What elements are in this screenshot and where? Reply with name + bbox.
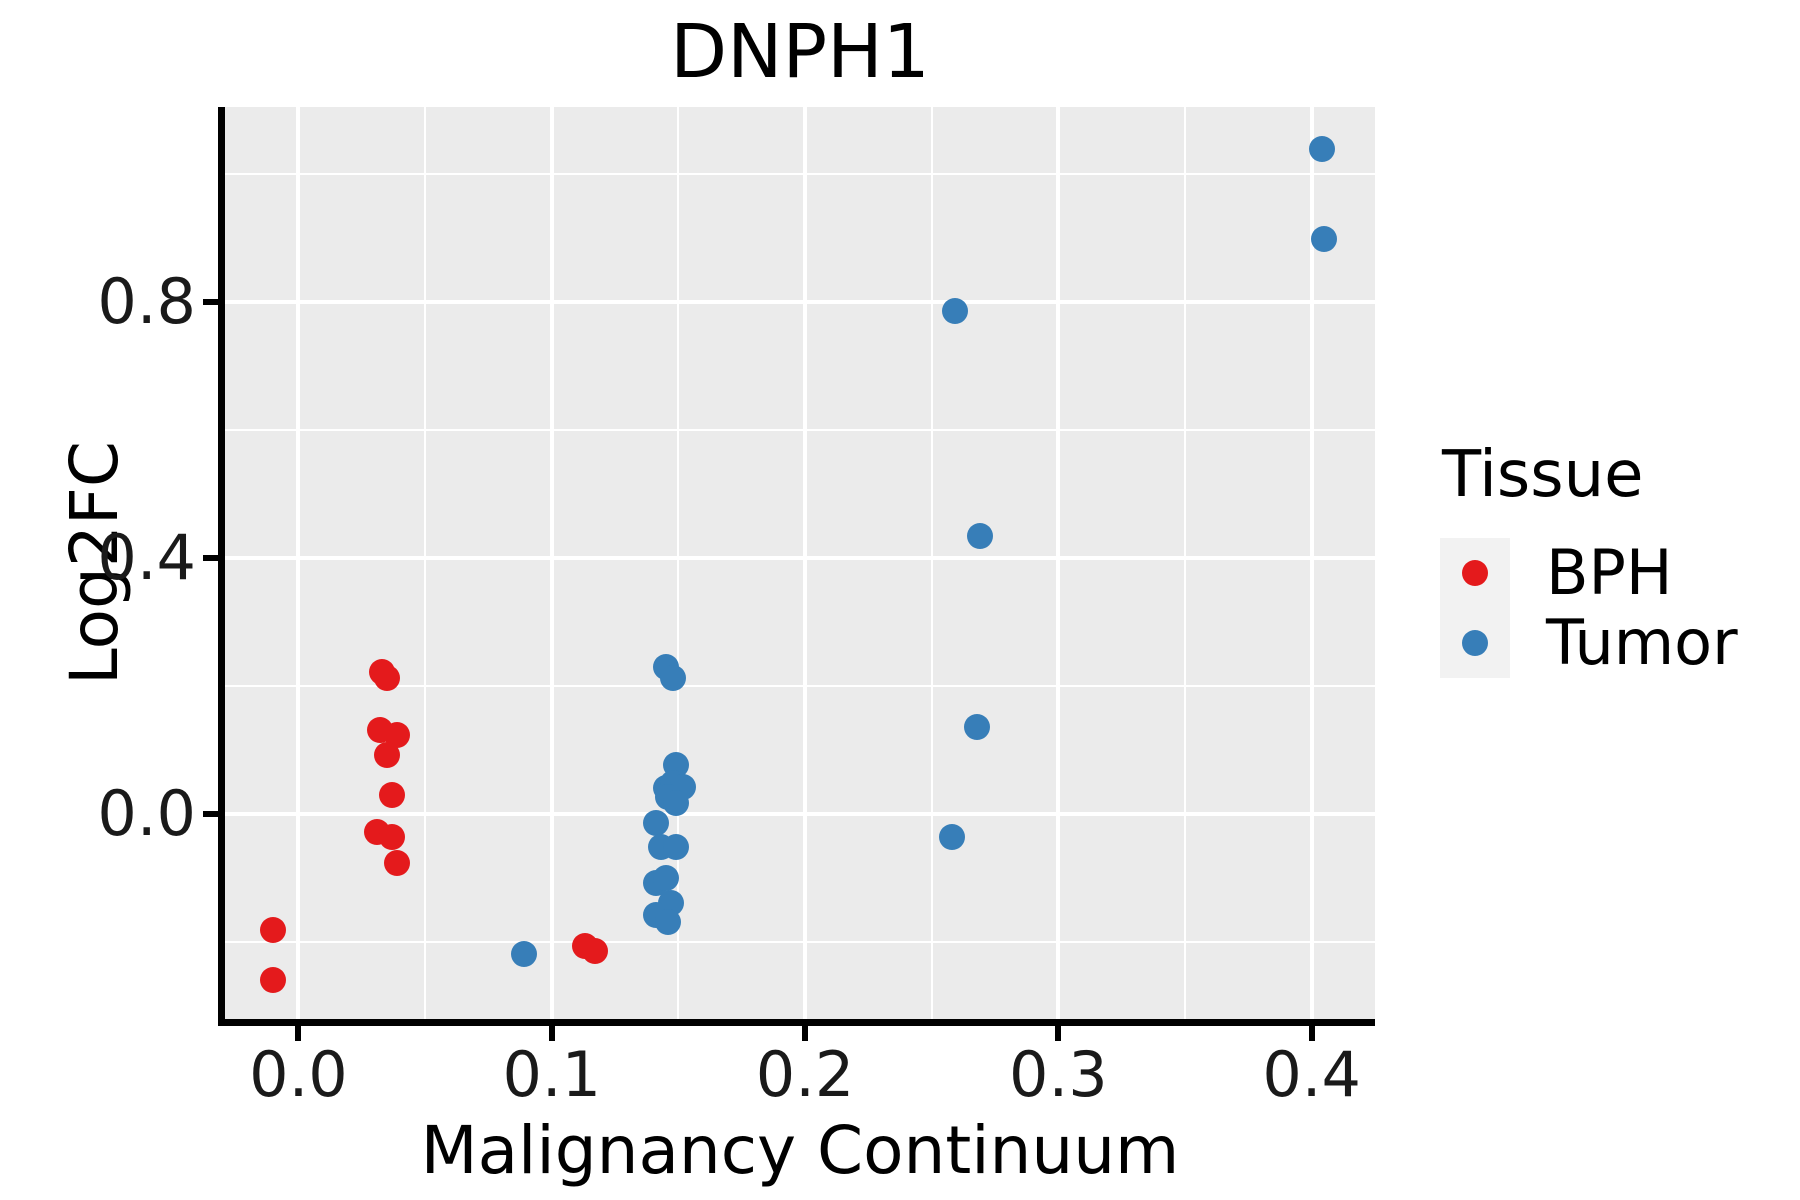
x-tick-label: 0.1 xyxy=(502,1038,602,1111)
x-tick-label: 0.0 xyxy=(249,1038,348,1111)
x-tick xyxy=(1055,1026,1062,1041)
data-point-tumor xyxy=(964,714,991,741)
tumor-dot-icon xyxy=(1462,630,1488,656)
data-point-bph xyxy=(374,742,401,769)
x-tick xyxy=(548,1026,555,1041)
data-point-tumor xyxy=(1308,136,1335,163)
gridline-x-minor xyxy=(1184,107,1187,1019)
data-point-tumor xyxy=(510,941,537,968)
gridline-x-major xyxy=(803,107,808,1019)
y-tick xyxy=(203,555,218,562)
data-point-bph xyxy=(384,850,411,877)
y-tick-label: 0.0 xyxy=(97,777,196,851)
gridline-x-minor xyxy=(677,107,680,1019)
gridline-x-minor xyxy=(424,107,427,1019)
gridline-y-minor xyxy=(225,173,1375,176)
data-point-tumor xyxy=(660,664,687,691)
x-tick-label: 0.3 xyxy=(1009,1038,1108,1111)
x-tick xyxy=(295,1026,302,1041)
data-point-bph xyxy=(374,664,401,691)
x-axis-line xyxy=(218,1019,1375,1026)
data-point-tumor xyxy=(642,810,669,837)
data-point-tumor xyxy=(652,865,679,892)
legend: Tissue BPH Tumor xyxy=(1440,438,1738,678)
data-point-bph xyxy=(260,917,287,944)
gridline-x-major xyxy=(549,107,554,1019)
bph-dot-icon xyxy=(1462,560,1488,586)
data-point-tumor xyxy=(941,298,968,325)
data-point-tumor xyxy=(655,908,682,935)
y-tick xyxy=(203,811,218,818)
gridline-y-major xyxy=(225,300,1375,305)
gridline-y-major xyxy=(225,812,1375,817)
legend-title: Tissue xyxy=(1442,438,1644,512)
x-tick xyxy=(1308,1026,1315,1041)
y-tick-label: 0.8 xyxy=(97,265,196,339)
legend-label-tumor: Tumor xyxy=(1546,606,1738,679)
gridline-x-major xyxy=(1056,107,1061,1019)
data-point-tumor xyxy=(662,790,689,817)
legend-key-tumor xyxy=(1440,608,1510,678)
y-tick-label: 0.4 xyxy=(97,521,196,595)
legend-entry-tumor: Tumor xyxy=(1440,608,1738,678)
data-point-bph xyxy=(379,824,406,851)
y-axis-line xyxy=(218,107,225,1026)
legend-key-bph xyxy=(1440,538,1510,608)
data-point-tumor xyxy=(1311,226,1338,253)
chart-title: DNPH1 xyxy=(670,9,930,95)
gridline-y-minor xyxy=(225,941,1375,944)
plot-panel xyxy=(225,107,1375,1019)
x-tick-label: 0.4 xyxy=(1262,1038,1361,1111)
gridline-y-minor xyxy=(225,429,1375,432)
gridline-x-major xyxy=(1309,107,1314,1019)
y-tick xyxy=(203,299,218,306)
legend-entry-bph: BPH xyxy=(1440,538,1738,608)
data-point-bph xyxy=(379,782,406,808)
gridline-x-major xyxy=(296,107,301,1019)
legend-label-bph: BPH xyxy=(1546,536,1673,609)
gridline-y-major xyxy=(225,556,1375,561)
data-point-tumor xyxy=(662,834,689,861)
gridline-x-minor xyxy=(930,107,933,1019)
x-axis-title: Malignancy Continuum xyxy=(420,1112,1180,1189)
gridline-y-minor xyxy=(225,685,1375,688)
data-point-tumor xyxy=(938,823,965,850)
x-tick xyxy=(802,1026,809,1041)
data-point-bph xyxy=(260,966,287,993)
x-tick-label: 0.2 xyxy=(755,1038,855,1111)
data-point-tumor xyxy=(966,523,993,550)
data-point-bph xyxy=(581,938,608,965)
